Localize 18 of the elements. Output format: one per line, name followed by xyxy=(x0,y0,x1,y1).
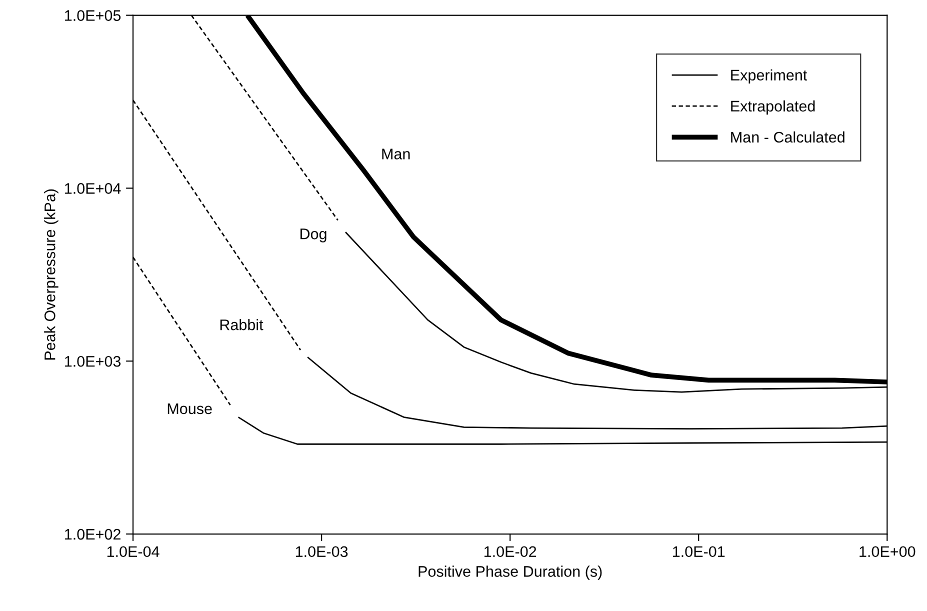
x-axis-title: Positive Phase Duration (s) xyxy=(418,566,602,580)
annotation: Dog xyxy=(300,228,326,242)
y-tick-label: 1.0E+02 xyxy=(65,528,120,540)
legend-label: Man - Calculated xyxy=(731,131,844,143)
x-tick-label: 1.0E+00 xyxy=(860,546,916,558)
legend-label: Experiment xyxy=(731,69,808,84)
y-tick-label: 1.0E+03 xyxy=(65,356,121,367)
y-tick-label: 1.0E+05 xyxy=(65,10,121,21)
x-tick-label: 1.0E-02 xyxy=(484,546,536,558)
annotation: Mouse xyxy=(168,403,212,414)
x-tick-label: 1.0E-03 xyxy=(296,546,348,558)
annotation: Man xyxy=(382,148,410,160)
x-tick-label: 1.0E-01 xyxy=(673,546,725,558)
y-tick-label: 1.0E+04 xyxy=(65,183,121,194)
annotation: Rabbit xyxy=(220,319,264,330)
legend-label: Extrapolated xyxy=(731,100,815,115)
y-axis-title: Peak Overpressure (kPa) xyxy=(44,189,58,360)
x-tick-label: 1.0E-04 xyxy=(107,546,160,558)
